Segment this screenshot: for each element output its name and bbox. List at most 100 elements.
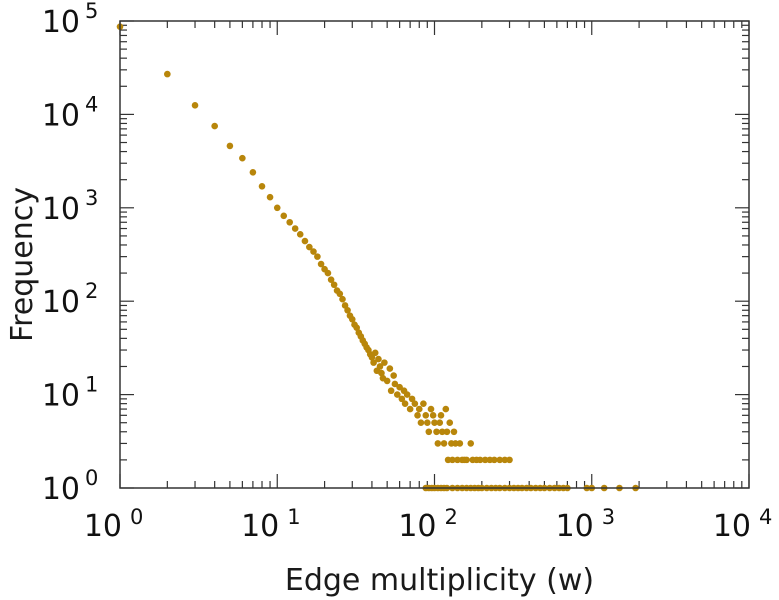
x-tick-label: 10 0 (84, 505, 144, 544)
data-point (433, 428, 440, 436)
x-tick-base: 10 (713, 509, 751, 544)
data-point (438, 428, 446, 436)
data-point (390, 372, 397, 379)
x-tick-exponent: 2 (445, 505, 458, 529)
y-tick-label: 10 3 (42, 186, 99, 227)
data-point (396, 383, 403, 391)
x-tick-exponent: 4 (759, 505, 772, 529)
data-point (422, 412, 430, 419)
data-point (437, 412, 445, 419)
x-tick-label: 10 2 (398, 505, 458, 544)
data-point (467, 440, 475, 447)
y-tick-exponent: 1 (85, 373, 98, 397)
y-tick-exponent: 2 (85, 279, 98, 303)
data-point (314, 253, 321, 260)
data-point (266, 193, 274, 201)
data-point (383, 377, 391, 385)
data-point (391, 380, 399, 388)
data-point (291, 225, 299, 232)
data-point (330, 281, 338, 289)
data-point (339, 295, 346, 303)
data-point (506, 456, 513, 464)
data-point (442, 405, 450, 413)
x-tick-exponent: 3 (602, 505, 615, 529)
y-tick-base: 10 (42, 98, 80, 133)
data-point (370, 359, 377, 366)
x-tick-label: 10 1 (241, 505, 301, 544)
data-point (191, 102, 199, 109)
data-point (420, 400, 427, 407)
data-point (280, 212, 288, 220)
data-point (440, 440, 448, 447)
plot-frame (119, 20, 750, 489)
data-point (258, 182, 266, 190)
data-point (408, 395, 416, 403)
x-tick-base: 10 (84, 509, 122, 544)
data-point (375, 355, 382, 363)
y-tick-label: 10 1 (42, 373, 99, 414)
data-point (239, 154, 246, 162)
y-tick-label: 10 2 (42, 279, 99, 320)
data-point (427, 405, 435, 413)
data-point (436, 419, 444, 427)
y-tick-base: 10 (42, 285, 80, 320)
x-tick-base: 10 (398, 509, 436, 544)
x-tick-exponent: 1 (287, 505, 300, 529)
data-point (403, 391, 411, 398)
data-point (446, 419, 454, 427)
data-point (273, 204, 281, 212)
data-point (301, 237, 309, 245)
data-point (443, 428, 451, 436)
x-tick-label: 10 4 (713, 505, 773, 544)
tick-labels: 10 0 10 1 10 2 10 3 10 410 010 110 210 310 410 5 (42, 0, 773, 544)
data-points (116, 23, 639, 492)
y-tick-base: 10 (42, 5, 80, 40)
data-point (401, 400, 409, 407)
data-point (398, 395, 406, 403)
data-point (226, 142, 234, 150)
y-tick-label: 10 4 (42, 92, 99, 133)
data-point (381, 359, 388, 366)
data-point (387, 387, 395, 395)
data-point (431, 419, 438, 427)
data-point (417, 419, 425, 427)
data-point (286, 218, 294, 226)
data-point (449, 456, 456, 464)
data-point (368, 354, 376, 361)
data-point (393, 391, 401, 398)
data-point (344, 306, 351, 314)
y-tick-exponent: 0 (85, 466, 98, 490)
x-axis-title: Edge multiplicity (w) (285, 563, 594, 598)
y-tick-base: 10 (42, 192, 80, 227)
x-tick-label: 10 3 (556, 505, 616, 544)
data-point (425, 428, 433, 436)
data-point (424, 419, 431, 427)
data-point (476, 456, 484, 464)
data-point (249, 168, 257, 176)
y-tick-label: 10 5 (42, 0, 99, 40)
data-point (306, 243, 313, 251)
x-tick-exponent: 0 (130, 505, 143, 529)
y-tick-exponent: 5 (85, 0, 98, 23)
data-point (296, 231, 304, 238)
data-point (376, 363, 384, 370)
data-point (317, 260, 325, 268)
y-axis-title: Frequency (5, 187, 40, 342)
data-point (454, 456, 461, 464)
data-point (411, 400, 419, 407)
data-point (386, 365, 394, 372)
data-point (496, 456, 504, 464)
y-tick-exponent: 4 (85, 92, 98, 116)
data-point (336, 290, 344, 298)
data-point (481, 456, 489, 464)
data-point (211, 122, 218, 130)
y-tick-exponent: 3 (85, 186, 98, 210)
data-point (434, 440, 442, 447)
data-point (414, 412, 421, 419)
y-tick-base: 10 (42, 472, 80, 507)
data-point (378, 369, 385, 377)
data-point (324, 269, 332, 277)
data-point (415, 405, 423, 413)
data-point (371, 349, 379, 357)
